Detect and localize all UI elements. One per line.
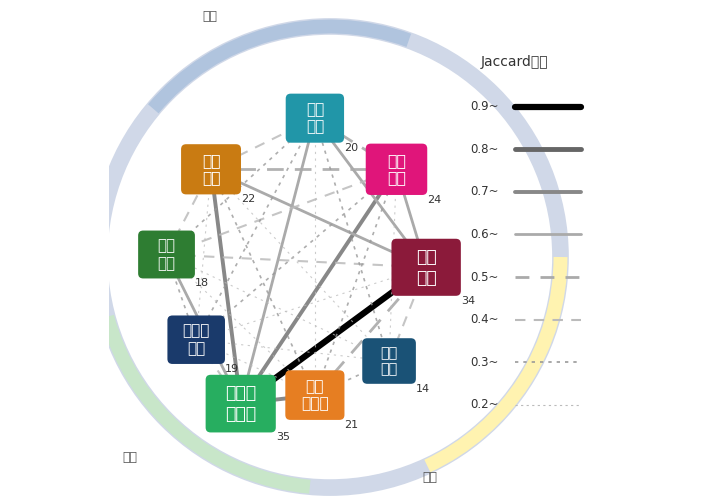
Text: 方法: 方法 xyxy=(122,451,137,464)
Text: 18: 18 xyxy=(195,278,209,288)
Text: 14: 14 xyxy=(416,384,430,394)
Text: 21: 21 xyxy=(344,420,359,430)
Text: 地域資
源活用: 地域資 源活用 xyxy=(225,384,256,423)
Text: 22: 22 xyxy=(241,195,256,205)
Text: 自然
共生: 自然 共生 xyxy=(306,102,324,135)
Text: 0.6~: 0.6~ xyxy=(470,228,499,241)
Text: 0.4~: 0.4~ xyxy=(470,313,499,326)
Text: 資源
循環: 資源 循環 xyxy=(202,153,220,185)
Text: 34: 34 xyxy=(461,296,475,306)
FancyBboxPatch shape xyxy=(168,316,225,364)
Text: 0.9~: 0.9~ xyxy=(470,100,499,113)
Text: 社会
課題: 社会 課題 xyxy=(387,153,406,185)
FancyBboxPatch shape xyxy=(366,144,427,195)
Text: 目標: 目標 xyxy=(202,10,217,23)
Text: 0.2~: 0.2~ xyxy=(470,398,499,411)
FancyBboxPatch shape xyxy=(285,370,344,420)
FancyBboxPatch shape xyxy=(392,239,461,296)
Text: 自立
・分散: 自立 ・分散 xyxy=(301,379,329,411)
FancyBboxPatch shape xyxy=(362,338,416,384)
FancyBboxPatch shape xyxy=(286,94,344,143)
Text: 0.3~: 0.3~ xyxy=(470,356,499,369)
Text: 地域間
連携: 地域間 連携 xyxy=(182,324,210,356)
Text: 19: 19 xyxy=(225,364,239,374)
Text: 24: 24 xyxy=(427,195,441,205)
Text: 気候
変動: 気候 変動 xyxy=(158,238,176,271)
Text: 20: 20 xyxy=(344,143,358,153)
Text: Jaccard係数: Jaccard係数 xyxy=(480,54,548,69)
Text: 0.5~: 0.5~ xyxy=(470,271,499,284)
Text: 条件: 条件 xyxy=(423,471,438,484)
FancyBboxPatch shape xyxy=(138,230,195,278)
Text: 相利
共生: 相利 共生 xyxy=(380,346,397,376)
Text: 0.7~: 0.7~ xyxy=(470,185,499,199)
Text: 経済
課題: 経済 課題 xyxy=(415,248,436,287)
FancyBboxPatch shape xyxy=(181,144,241,195)
Text: 0.8~: 0.8~ xyxy=(470,143,499,156)
Text: 35: 35 xyxy=(276,432,289,443)
FancyBboxPatch shape xyxy=(206,375,276,432)
